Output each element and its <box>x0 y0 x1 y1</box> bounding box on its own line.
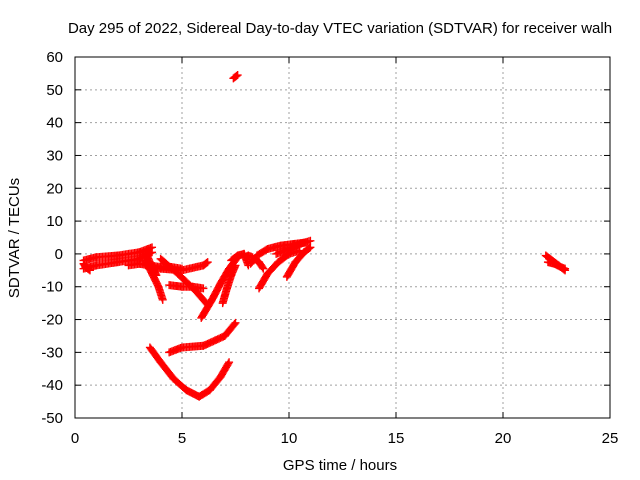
series-arc-drop-short <box>143 253 161 280</box>
data-point <box>232 71 241 80</box>
data-point <box>148 243 157 252</box>
series-arc-bowl <box>145 343 234 401</box>
series-arc-10-b <box>272 236 315 258</box>
x-tick-label: 5 <box>178 430 186 447</box>
series-arc-diag-down <box>156 254 212 309</box>
y-tick-label: 50 <box>46 82 63 99</box>
y-tick-label: 40 <box>46 115 63 132</box>
chart-title: Day 295 of 2022, Sidereal Day-to-day VTE… <box>68 20 612 37</box>
y-tick-label: 0 <box>55 246 63 263</box>
data-point <box>233 71 242 80</box>
axis-ticks: 0 5 10 15 20 25 -50 -40 -30 -20 -10 0 10 20 30 40 50 60 <box>41 49 618 447</box>
data-point <box>258 263 267 272</box>
grid <box>75 57 610 418</box>
x-tick-label: 10 <box>281 430 298 447</box>
data-point <box>84 265 93 274</box>
data-point <box>231 261 240 270</box>
data-point <box>158 295 167 304</box>
data-point <box>152 271 161 280</box>
y-tick-label: -30 <box>41 344 63 361</box>
series-arc-9-up <box>255 246 304 293</box>
y-tick-label: 10 <box>46 213 63 230</box>
y-tick-label: -20 <box>41 312 63 329</box>
y-tick-label: -50 <box>41 410 63 427</box>
x-tick-label: 0 <box>71 430 79 447</box>
data-point <box>151 269 160 278</box>
data-point <box>561 264 570 273</box>
x-axis-title: GPS time / hours <box>283 457 397 474</box>
series-arc-22-b <box>543 258 570 273</box>
y-tick-label: -40 <box>41 377 63 394</box>
data-point <box>306 236 315 245</box>
data-point <box>225 358 234 367</box>
series-arc-outlier <box>229 71 242 83</box>
data-point <box>259 264 268 273</box>
data-point <box>203 258 212 267</box>
y-axis-title: SDTVAR / TECUs <box>6 178 23 298</box>
data-point <box>202 258 211 267</box>
y-tick-label: -10 <box>41 279 63 296</box>
data-point <box>224 359 233 368</box>
data-point <box>199 284 208 293</box>
data-point <box>230 320 239 329</box>
data-point <box>305 244 314 253</box>
data-point <box>231 318 240 327</box>
x-tick-label: 25 <box>602 430 619 447</box>
series-arc-upper-flat <box>79 243 157 265</box>
y-tick-label: 30 <box>46 147 63 164</box>
plot-frame <box>74 56 611 419</box>
x-tick-label: 20 <box>495 430 512 447</box>
data-point <box>85 266 94 275</box>
series-arc-left-drop <box>79 259 94 275</box>
y-tick-label: 60 <box>46 49 63 66</box>
data-points <box>79 71 570 401</box>
series-arc-30 <box>165 318 240 357</box>
series-arc-10-up <box>282 243 315 281</box>
x-tick-label: 15 <box>388 430 405 447</box>
series-arc-rise-7 <box>218 261 240 308</box>
y-tick-label: 20 <box>46 180 63 197</box>
